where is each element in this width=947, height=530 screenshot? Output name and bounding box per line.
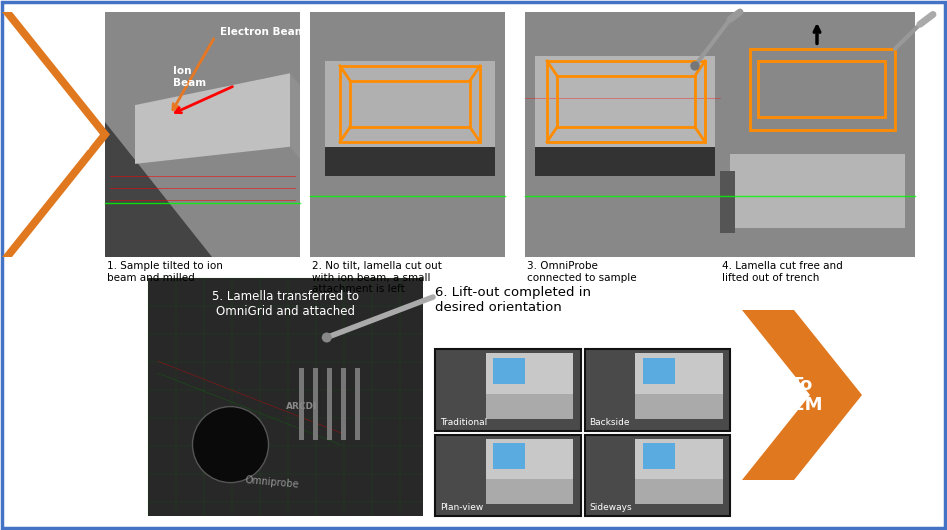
Polygon shape bbox=[486, 439, 573, 504]
Polygon shape bbox=[105, 122, 212, 257]
Polygon shape bbox=[635, 354, 723, 419]
Polygon shape bbox=[495, 61, 505, 159]
Text: Plan-view: Plan-view bbox=[440, 503, 483, 512]
Text: 3. OmniProbe
connected to sample: 3. OmniProbe connected to sample bbox=[527, 261, 636, 282]
Text: Sideways: Sideways bbox=[589, 503, 633, 512]
Bar bbox=[313, 368, 318, 440]
Bar bbox=[584, 435, 730, 516]
Text: ARCDI: ARCDI bbox=[285, 402, 317, 411]
Text: Omniprobe: Omniprobe bbox=[244, 475, 299, 489]
Bar bbox=[720, 171, 735, 233]
Text: 1. Sample tilted to ion
beam and milled: 1. Sample tilted to ion beam and milled bbox=[107, 261, 223, 282]
Text: 5. Lamella transferred to
OmniGrid and attached: 5. Lamella transferred to OmniGrid and a… bbox=[212, 290, 359, 318]
Text: To
TEM: To TEM bbox=[780, 376, 823, 414]
Polygon shape bbox=[635, 439, 723, 504]
Circle shape bbox=[322, 332, 331, 342]
Bar bbox=[325, 147, 495, 176]
Polygon shape bbox=[742, 310, 862, 480]
Bar bbox=[299, 368, 304, 440]
Text: Bulk
Sample: Bulk Sample bbox=[22, 115, 91, 154]
Circle shape bbox=[192, 407, 269, 483]
Polygon shape bbox=[2, 12, 110, 257]
Polygon shape bbox=[635, 394, 723, 419]
Text: Backside: Backside bbox=[589, 418, 630, 427]
Bar bbox=[355, 368, 360, 440]
Bar bbox=[730, 154, 905, 227]
Text: Ion
Beam: Ion Beam bbox=[173, 66, 206, 87]
Text: 4. Lamella cut free and
lifted out of trench: 4. Lamella cut free and lifted out of tr… bbox=[722, 261, 843, 282]
Bar bbox=[341, 368, 347, 440]
Bar bbox=[584, 349, 730, 431]
Polygon shape bbox=[486, 480, 573, 504]
Polygon shape bbox=[493, 443, 526, 469]
Text: Traditional: Traditional bbox=[440, 418, 488, 427]
Circle shape bbox=[691, 62, 699, 70]
Polygon shape bbox=[325, 61, 495, 147]
Bar bbox=[148, 278, 423, 516]
Bar bbox=[525, 12, 720, 257]
Bar bbox=[435, 349, 581, 431]
Text: 6. Lift-out completed in
desired orientation: 6. Lift-out completed in desired orienta… bbox=[435, 286, 591, 314]
Polygon shape bbox=[535, 56, 715, 147]
Polygon shape bbox=[643, 443, 674, 469]
Bar bbox=[535, 147, 715, 176]
Polygon shape bbox=[486, 394, 573, 419]
Polygon shape bbox=[486, 354, 573, 419]
Bar bbox=[310, 12, 505, 257]
Bar bbox=[720, 12, 915, 257]
Bar bbox=[105, 12, 300, 257]
Polygon shape bbox=[635, 480, 723, 504]
Text: Electron Beam: Electron Beam bbox=[220, 26, 306, 37]
Polygon shape bbox=[493, 358, 526, 384]
Polygon shape bbox=[135, 73, 290, 164]
Bar bbox=[435, 435, 581, 516]
Polygon shape bbox=[643, 358, 674, 384]
Bar bbox=[328, 368, 332, 440]
Text: 2. No tilt, lamella cut out
with ion beam, a small
attachment is left: 2. No tilt, lamella cut out with ion bea… bbox=[312, 261, 442, 294]
Polygon shape bbox=[290, 73, 300, 159]
Polygon shape bbox=[715, 56, 720, 156]
